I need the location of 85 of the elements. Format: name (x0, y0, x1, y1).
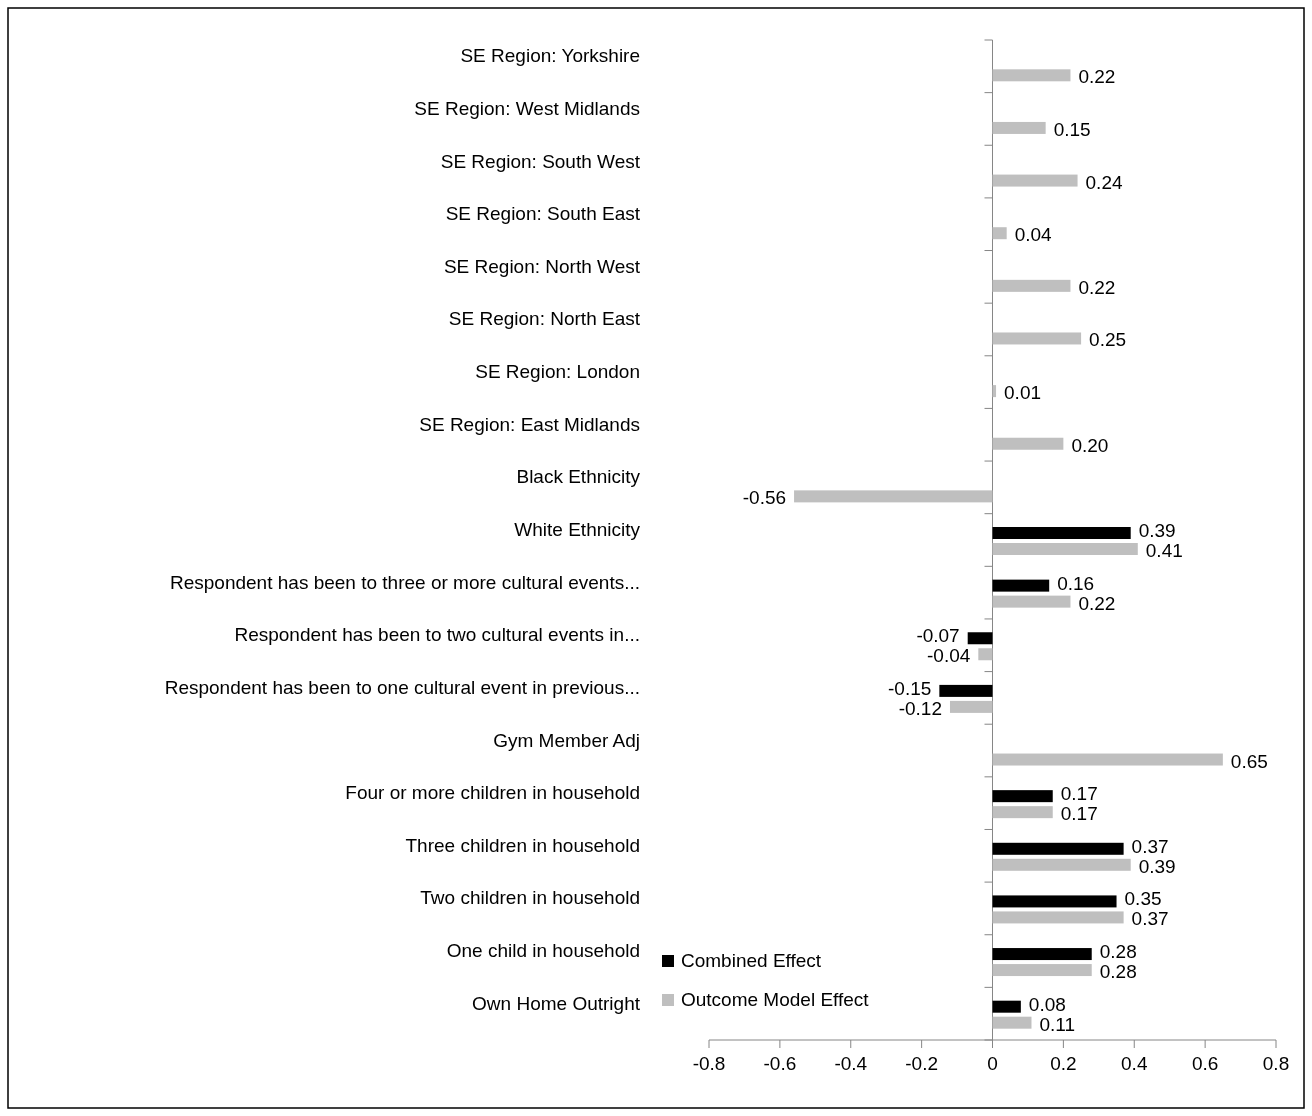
data-label: 0.65 (1230, 750, 1268, 772)
data-label: 0.22 (1078, 276, 1116, 298)
y-tick-label: Three children in household (405, 834, 640, 856)
bar (992, 332, 1082, 345)
bar (992, 543, 1138, 555)
bar (992, 595, 1071, 608)
y-tick-label: Respondent has been to three or more cultural events... (170, 571, 640, 593)
x-tick-label: -0.2 (905, 1053, 938, 1074)
bar (992, 121, 1046, 134)
data-label: 0.41 (1145, 540, 1183, 561)
data-label: 0.37 (1131, 908, 1169, 930)
x-tick-label: 0.2 (1050, 1053, 1077, 1074)
x-tick-label: -0.8 (692, 1053, 726, 1074)
data-label: 0.15 (1053, 118, 1091, 140)
data-label: 0.37 (1131, 835, 1169, 857)
bar (992, 964, 1092, 977)
bar (992, 806, 1053, 819)
bar (794, 490, 993, 503)
y-tick-label: SE Region: London (475, 361, 640, 383)
bar (967, 632, 993, 645)
x-tick-label: 0.6 (1191, 1053, 1219, 1074)
x-tick-label: -0.4 (834, 1053, 868, 1074)
data-label: 0.11 (1039, 1013, 1076, 1035)
bar (992, 895, 1117, 908)
data-label: -0.56 (742, 487, 787, 509)
bar (992, 174, 1078, 187)
x-tick-label: -0.6 (763, 1053, 797, 1074)
bar (978, 648, 993, 661)
y-tick-label: White Ethnicity (514, 519, 641, 540)
bar (992, 279, 1071, 292)
y-tick-label: SE Region: East Midlands (419, 413, 640, 435)
y-tick-label: Two children in household (420, 887, 640, 909)
y-tick-label: Respondent has been to two cultural events in... (234, 624, 640, 646)
legend-label: Combined Effect (681, 950, 822, 971)
data-label: 0.17 (1060, 803, 1098, 825)
data-label: -0.15 (888, 677, 932, 699)
y-tick-label: SE Region: North East (448, 308, 641, 330)
data-label: 0.28 (1099, 961, 1137, 983)
y-tick-label: Own Home Outright (472, 992, 641, 1014)
y-tick-label: SE Region: South East (445, 203, 641, 225)
bar (992, 437, 1064, 450)
data-label: 0.22 (1078, 592, 1116, 614)
bar (992, 948, 1092, 961)
bar (992, 579, 1050, 592)
bar (939, 684, 993, 697)
data-label: 0.24 (1085, 171, 1123, 193)
data-label: 0.17 (1060, 783, 1098, 805)
data-label: 0.16 (1057, 572, 1095, 594)
data-label: 0.22 (1078, 66, 1116, 88)
data-label: 0.20 (1071, 434, 1109, 456)
data-label: 0.25 (1089, 329, 1127, 351)
y-tick-label: SE Region: South West (440, 150, 641, 172)
data-label: -0.04 (927, 645, 971, 667)
data-label: 0.39 (1138, 520, 1176, 541)
y-tick-label: SE Region: North West (443, 255, 641, 277)
data-label: 0.35 (1124, 888, 1162, 910)
bar (992, 858, 1131, 871)
bar (992, 842, 1124, 855)
bar (992, 527, 1131, 539)
bar (992, 1016, 1032, 1029)
bar (992, 911, 1124, 924)
x-tick-label: 0.8 (1262, 1053, 1290, 1074)
data-label: 0.28 (1099, 941, 1137, 963)
data-label: -0.07 (916, 625, 960, 647)
x-tick-label: 0.4 (1121, 1053, 1148, 1074)
bar (992, 227, 1007, 240)
bar (992, 69, 1071, 82)
y-tick-label: Gym Member Adj (493, 729, 640, 751)
y-tick-label: Black Ethnicity (516, 466, 641, 488)
y-tick-label: SE Region: West Midlands (414, 97, 640, 119)
y-tick-label: Four or more children in household (345, 782, 640, 804)
bar (992, 753, 1223, 766)
x-tick-label: 0 (987, 1053, 998, 1074)
bar (992, 790, 1053, 803)
bar (992, 1000, 1021, 1013)
y-tick-label: Respondent has been to one cultural event in previous... (164, 676, 640, 698)
y-tick-label: One child in household (446, 940, 640, 962)
legend-label: Outcome Model Effect (681, 989, 870, 1010)
data-label: 0.04 (1014, 224, 1053, 246)
data-label: 0.08 (1028, 993, 1066, 1015)
data-label: 0.01 (1004, 382, 1042, 404)
data-label: 0.39 (1138, 855, 1176, 877)
bar (949, 700, 993, 713)
data-label: -0.12 (898, 697, 942, 719)
y-tick-label: SE Region: Yorkshire (460, 45, 640, 67)
